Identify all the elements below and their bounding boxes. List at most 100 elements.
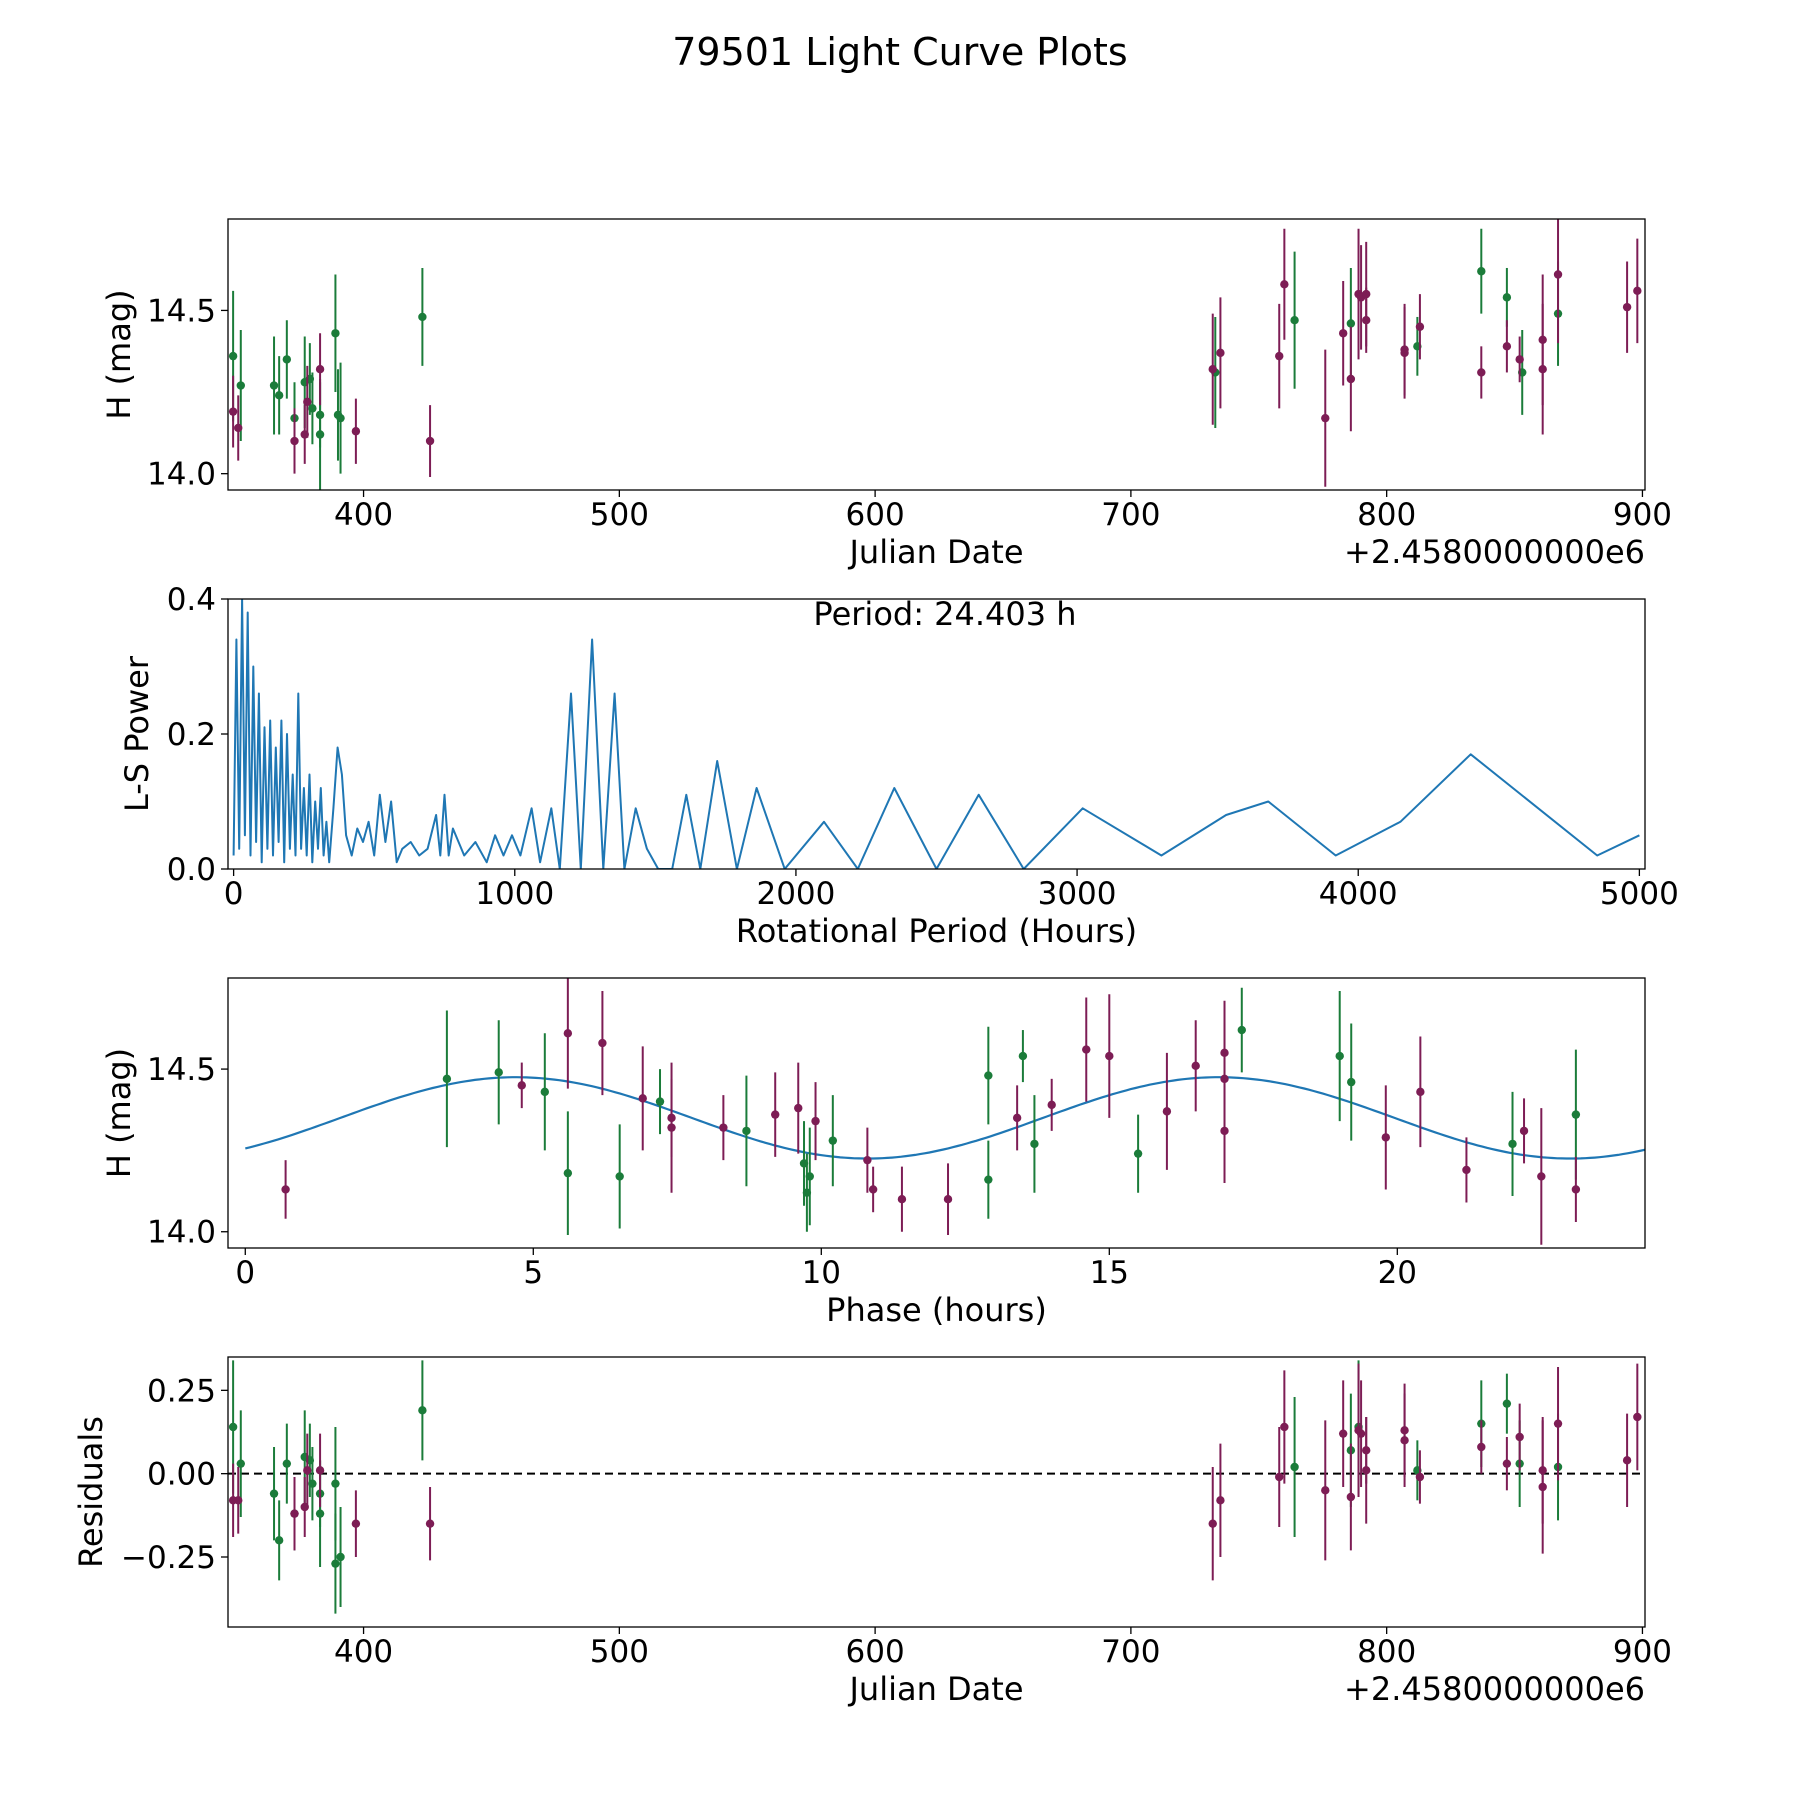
x-tick-label: 600: [846, 1634, 905, 1670]
y-tick-label: 0.0: [167, 852, 216, 888]
data-point: [234, 423, 243, 433]
data-point: [1633, 286, 1642, 296]
data-point: [1553, 270, 1563, 279]
y-tick-label: 14.5: [147, 293, 216, 329]
data-point: [290, 436, 299, 446]
data-point: [984, 1175, 993, 1184]
data-point: [1477, 267, 1486, 276]
data-point: [1502, 293, 1512, 302]
data-point: [1338, 329, 1348, 338]
data-point: [1162, 1107, 1172, 1116]
phase-plot-area: [245, 978, 1645, 1245]
data-point: [1538, 364, 1547, 374]
x-tick-label: 900: [1613, 1634, 1672, 1670]
y-tick-label: 0.00: [147, 1457, 216, 1493]
data-point: [1275, 1472, 1284, 1482]
data-point: [236, 381, 245, 390]
data-point: [269, 1489, 279, 1498]
data-point: [1216, 348, 1225, 358]
data-point: [1515, 355, 1524, 364]
data-point: [1133, 1149, 1143, 1158]
data-point: [1220, 1126, 1229, 1136]
x-offset-text: +2.4580000000e6: [1344, 533, 1645, 571]
data-point: [1502, 342, 1512, 351]
data-point: [331, 329, 340, 338]
data-point: [274, 1536, 284, 1545]
x-offset-text: +2.4580000000e6: [1344, 1670, 1645, 1708]
data-point: [1275, 351, 1284, 361]
data-point: [868, 1185, 878, 1194]
data-point: [802, 1188, 812, 1197]
x-tick-label: 500: [590, 497, 649, 533]
x-tick-label: 1000: [475, 876, 554, 912]
data-point: [1191, 1061, 1200, 1071]
data-point: [315, 430, 325, 439]
data-point: [1362, 289, 1371, 299]
data-point: [984, 1071, 993, 1080]
data-point: [1216, 1496, 1225, 1505]
data-point: [1400, 1436, 1409, 1445]
y-tick-label: 0.2: [167, 717, 216, 753]
data-point: [655, 1097, 665, 1106]
data-point: [863, 1155, 872, 1165]
data-point: [1237, 1025, 1246, 1035]
y-axis-label: Residuals: [72, 1416, 110, 1568]
data-point: [1508, 1139, 1517, 1149]
y-axis-label: L-S Power: [118, 655, 156, 812]
data-point: [1321, 1486, 1330, 1495]
periodogram-line: [232, 599, 1640, 869]
lightcurve-panel: 400 500 600 700 800 900 14.0 14.5 Julian Date H (…: [100, 218, 1672, 571]
data-point: [1381, 1133, 1390, 1142]
data-point: [1622, 302, 1632, 312]
data-point: [1477, 368, 1486, 377]
data-point: [228, 351, 238, 361]
lightcurve-frame: [227, 218, 1646, 491]
periodogram-panel: 0 1000 2000 3000 4000 5000 0.0 0.2 0.4 Rotational…: [118, 582, 1679, 950]
phase-panel: 0 5 10 15 20 14.0 14.5 Phase (hours) H (mag): [100, 977, 1646, 1329]
data-point: [336, 413, 345, 423]
x-tick-label: 2000: [756, 876, 835, 912]
y-tick-label: −0.25: [121, 1540, 216, 1576]
data-point: [1502, 1459, 1512, 1468]
model-curve: [245, 1076, 1645, 1160]
periodogram-plot-area: [232, 599, 1640, 869]
data-point: [1416, 1087, 1425, 1097]
data-point: [351, 1519, 361, 1528]
data-point: [281, 1185, 290, 1194]
series-g: [228, 228, 1563, 490]
data-point: [418, 312, 427, 322]
data-point: [1346, 374, 1356, 384]
data-point: [563, 1168, 573, 1178]
series-r: [281, 978, 1581, 1245]
data-point: [1537, 1172, 1546, 1181]
data-point: [1502, 1399, 1512, 1408]
x-tick-label: 400: [334, 1634, 393, 1670]
data-point: [1018, 1051, 1028, 1061]
data-point: [667, 1123, 676, 1132]
data-point: [1633, 1412, 1642, 1422]
data-point: [315, 364, 325, 374]
y-tick-label: 0.4: [167, 582, 216, 618]
residuals-plot-area: [228, 1360, 1645, 1614]
period-annotation: Period: 24.403 h: [813, 595, 1076, 633]
data-point: [719, 1123, 728, 1132]
data-point: [1356, 1429, 1366, 1438]
x-tick-label: 500: [590, 1634, 649, 1670]
data-point: [742, 1126, 751, 1136]
series-r: [228, 219, 1642, 487]
x-tick-label: 800: [1357, 497, 1416, 533]
data-point: [1280, 1422, 1289, 1432]
data-point: [494, 1068, 503, 1077]
data-point: [1347, 1077, 1356, 1087]
y-tick-label: 14.5: [147, 1052, 216, 1088]
x-tick-label: 0: [235, 1255, 255, 1291]
x-axis-label: Julian Date: [847, 533, 1023, 571]
data-point: [303, 1466, 312, 1475]
data-point: [303, 397, 312, 407]
x-tick-label: 700: [1101, 1634, 1160, 1670]
data-point: [442, 1074, 452, 1084]
data-point: [1321, 413, 1330, 423]
data-point: [1208, 1519, 1217, 1528]
x-tick-label: 5000: [1600, 876, 1679, 912]
